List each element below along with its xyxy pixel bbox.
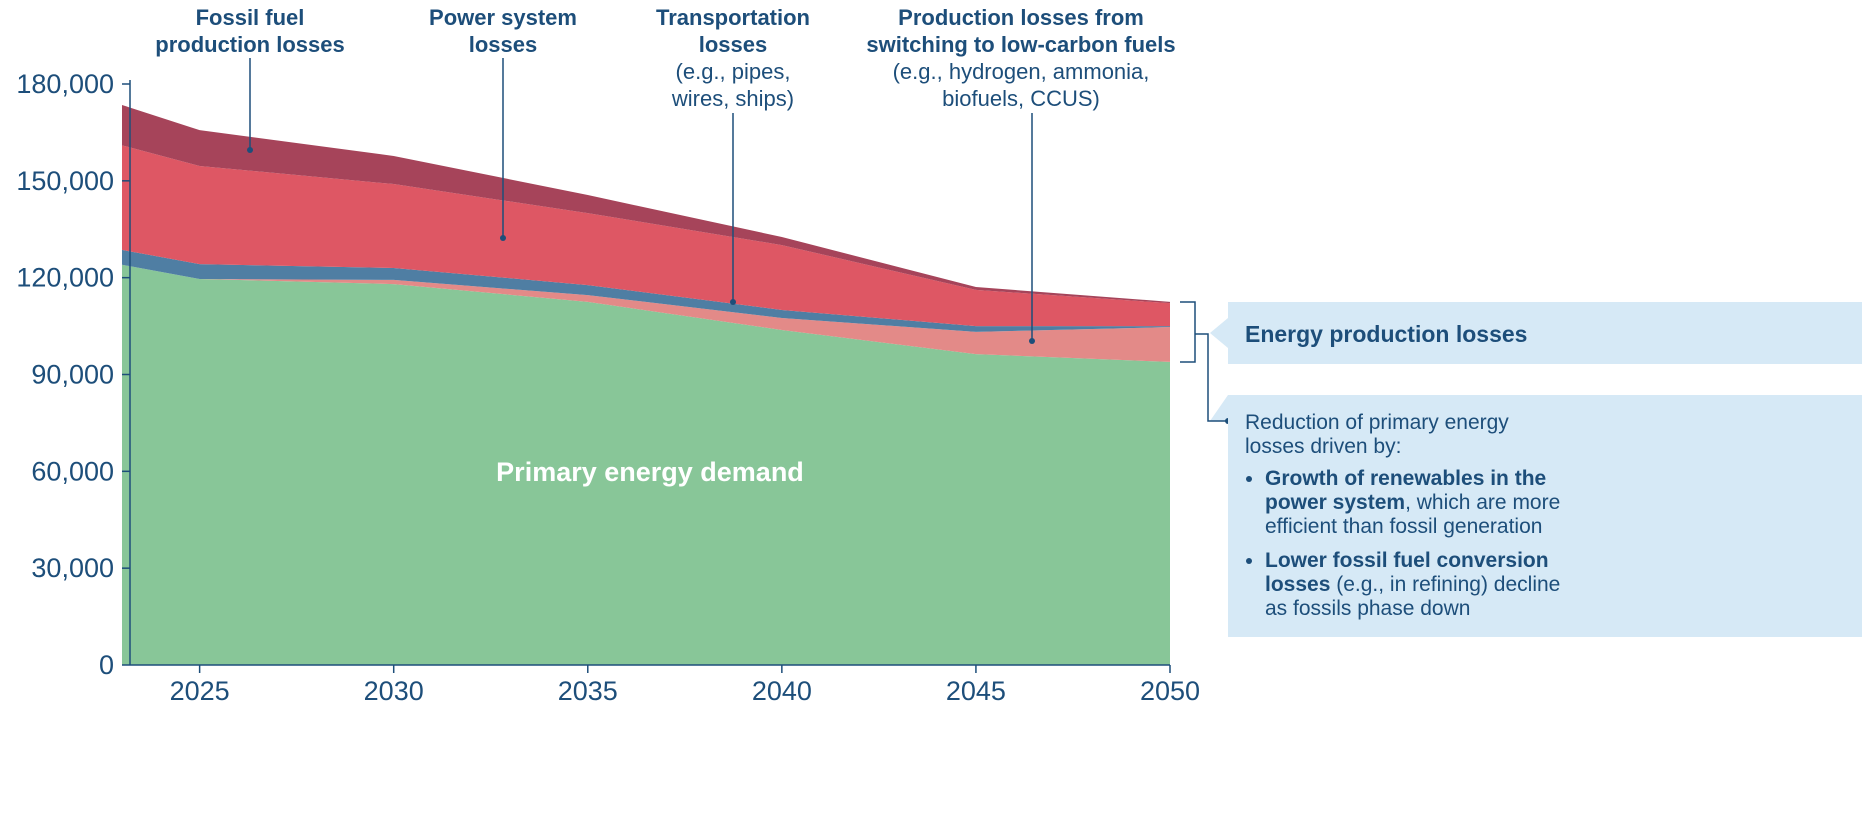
annotation: Transportation losses (e.g., pipes, wires… <box>648 4 818 112</box>
annotation-note: (e.g., hydrogen, ammonia, biofuels, CCUS… <box>892 59 1150 111</box>
annotation-title: Power system losses <box>429 5 577 57</box>
overlay: Primary energy demand <box>247 58 1231 487</box>
bracket <box>1180 301 1228 422</box>
annotation: Production losses from switching to low-… <box>866 4 1176 112</box>
x-tick-label: 2030 <box>364 676 424 706</box>
panel-intro: Reduction of primary energy losses drive… <box>1245 411 1509 458</box>
y-tick-label: 60,000 <box>31 456 114 486</box>
annotation-title: Fossil fuel production losses <box>155 5 345 57</box>
axes: 0 30,000 60,000 90,000 120,000 150,000 180,000… <box>16 69 1200 706</box>
pointer <box>1210 395 1228 421</box>
panel-title: Energy production losses <box>1245 321 1528 347</box>
area <box>122 264 1170 665</box>
leader-dot <box>500 235 506 241</box>
leader-dot <box>247 147 253 153</box>
x-tick-label: 2025 <box>170 676 230 706</box>
area <box>122 249 1170 332</box>
x-tick-label: 2040 <box>752 676 812 706</box>
bullet-text: (e.g., in refining) decline as fossils p… <box>1265 573 1561 620</box>
area <box>122 264 1170 362</box>
panel-box: Reduction of primary energy losses drive… <box>1228 395 1862 637</box>
leader-dot <box>730 299 736 305</box>
bullet-bold: Growth of renewables in the power system <box>1265 467 1547 514</box>
x-tick-label: 2050 <box>1140 676 1200 706</box>
y-tick-label: 150,000 <box>16 166 114 196</box>
annotation-title: Transportation losses <box>655 5 810 57</box>
annotation: Power system losses <box>423 4 583 58</box>
y-tick-label: 90,000 <box>31 360 114 390</box>
annotation-note: (e.g., pipes, wires, ships) <box>671 59 795 111</box>
x-tick-label: 2035 <box>558 676 618 706</box>
y-tick-label: 30,000 <box>31 553 114 583</box>
bullet-bold: Lower fossil fuel conversion losses <box>1265 549 1549 596</box>
series-label: Primary energy demand <box>496 457 804 487</box>
y-tick-label: 120,000 <box>16 263 114 293</box>
annotation: Fossil fuel production losses <box>150 4 350 58</box>
leader-dot <box>1029 338 1035 344</box>
panel-title-box: Energy production losses <box>1228 302 1862 364</box>
y-tick-label: 0 <box>99 650 114 680</box>
bullet-text: , which are more efficient than fossil g… <box>1265 491 1561 538</box>
area <box>122 145 1170 327</box>
panel-bullet: Growth of renewables in the power system… <box>1265 467 1565 539</box>
pointer <box>1210 318 1228 348</box>
annotation-title: Production losses from switching to low-… <box>866 5 1176 57</box>
panel-bullet: Lower fossil fuel conversion losses (e.g… <box>1265 549 1565 621</box>
x-tick-label: 2045 <box>946 676 1006 706</box>
areas <box>122 104 1170 665</box>
y-tick-label: 180,000 <box>16 69 114 99</box>
